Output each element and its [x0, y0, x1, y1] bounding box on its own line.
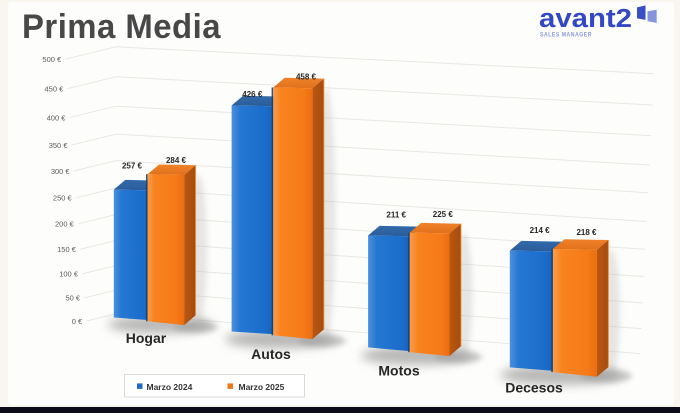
svg-text:Marzo 2025: Marzo 2025 — [239, 382, 285, 392]
svg-text:284 €: 284 € — [166, 156, 187, 165]
svg-text:450 €: 450 € — [45, 85, 65, 94]
svg-text:225 €: 225 € — [433, 210, 454, 219]
svg-text:400 €: 400 € — [47, 113, 67, 122]
svg-text:458 €: 458 € — [296, 73, 317, 82]
svg-text:Decesos: Decesos — [505, 379, 563, 395]
svg-text:Marzo 2024: Marzo 2024 — [147, 382, 193, 392]
svg-text:350 €: 350 € — [49, 141, 69, 150]
svg-text:avant2: avant2 — [539, 5, 632, 33]
svg-text:SALES MANAGER: SALES MANAGER — [540, 33, 592, 39]
svg-text:211 €: 211 € — [386, 211, 406, 220]
svg-text:214 €: 214 € — [530, 226, 551, 235]
svg-text:218 €: 218 € — [576, 228, 597, 237]
svg-text:150 €: 150 € — [57, 245, 77, 254]
svg-text:Autos: Autos — [251, 346, 291, 362]
svg-text:500 €: 500 € — [42, 55, 62, 64]
svg-text:250 €: 250 € — [53, 194, 73, 203]
svg-text:257 €: 257 € — [122, 162, 143, 171]
svg-text:300 €: 300 € — [51, 167, 71, 176]
svg-text:50 €: 50 € — [65, 294, 80, 303]
svg-text:200 €: 200 € — [55, 220, 75, 229]
svg-text:100 €: 100 € — [59, 270, 79, 279]
svg-text:Motos: Motos — [378, 363, 419, 379]
svg-text:0 €: 0 € — [72, 317, 83, 326]
svg-text:Hogar: Hogar — [126, 330, 167, 346]
svg-text:426 €: 426 € — [242, 90, 263, 99]
svg-text:Prima Media: Prima Media — [22, 8, 221, 46]
